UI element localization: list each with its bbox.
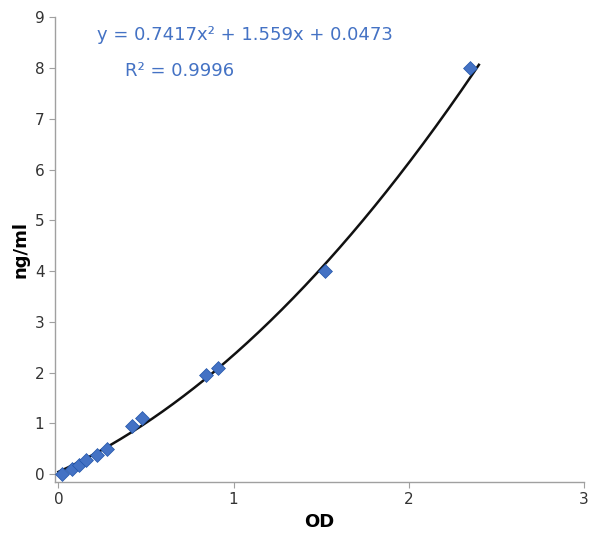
Point xyxy=(466,63,475,72)
Point xyxy=(320,267,329,275)
Text: y = 0.7417x² + 1.559x + 0.0473: y = 0.7417x² + 1.559x + 0.0473 xyxy=(97,26,393,44)
Text: R² = 0.9996: R² = 0.9996 xyxy=(125,62,234,80)
Point xyxy=(201,371,211,379)
Y-axis label: ng/ml: ng/ml xyxy=(11,221,29,278)
Point xyxy=(57,470,67,479)
Point xyxy=(68,465,77,474)
Point xyxy=(82,456,91,464)
Point xyxy=(103,444,112,453)
Point xyxy=(137,414,147,423)
Point xyxy=(74,461,84,469)
Point xyxy=(213,363,223,372)
Point xyxy=(127,422,137,430)
X-axis label: OD: OD xyxy=(304,513,335,531)
Point xyxy=(92,450,101,459)
